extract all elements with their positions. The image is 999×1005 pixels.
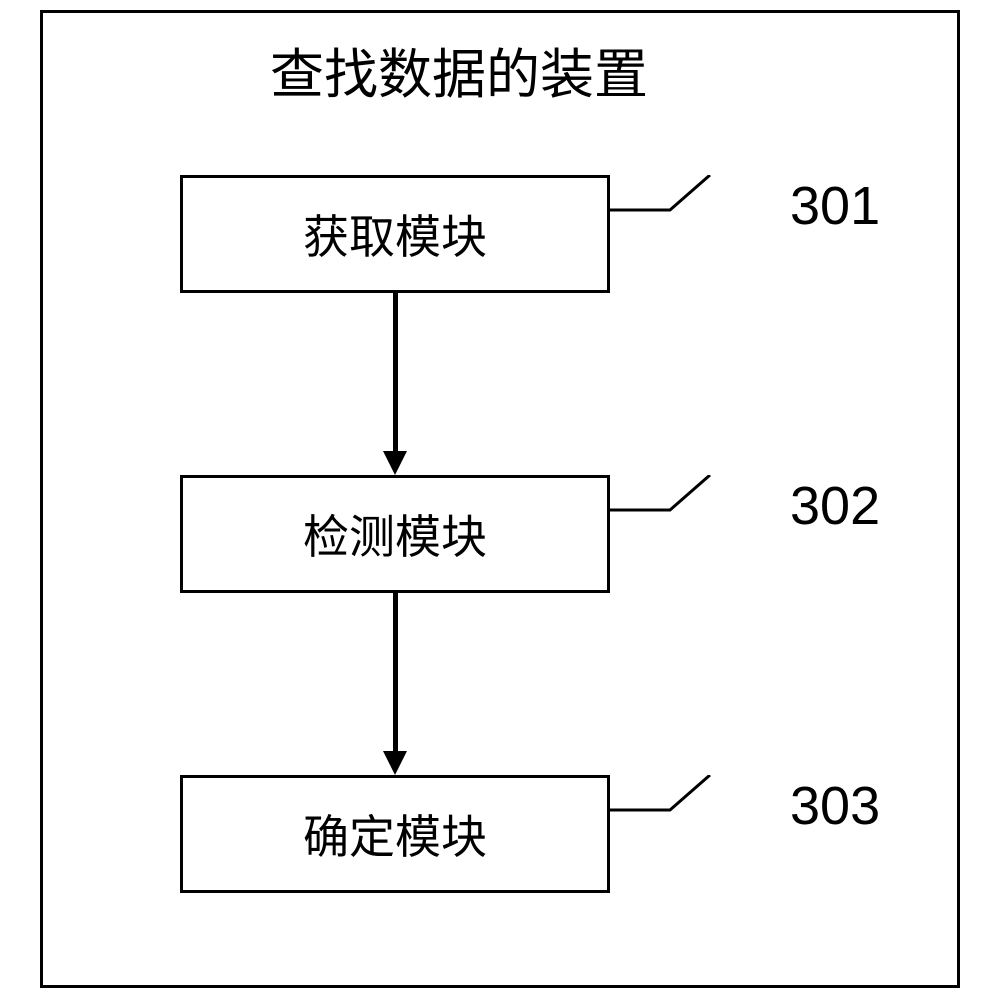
arrow-head-1 — [383, 451, 407, 475]
module-box-302: 检测模块 — [180, 475, 610, 593]
module-label-301: 获取模块 — [303, 201, 487, 267]
module-box-303: 确定模块 — [180, 775, 610, 893]
module-label-303: 确定模块 — [303, 801, 487, 867]
ref-number-302: 302 — [790, 475, 880, 537]
leader-line-303 — [610, 775, 780, 855]
ref-number-301: 301 — [790, 175, 880, 237]
arrow-head-2 — [383, 751, 407, 775]
diagram-title: 查找数据的装置 — [270, 30, 648, 109]
leader-line-302 — [610, 475, 780, 555]
arrow-line-2 — [393, 593, 398, 753]
leader-line-301 — [610, 175, 780, 255]
ref-number-303: 303 — [790, 775, 880, 837]
arrow-line-1 — [393, 293, 398, 453]
module-box-301: 获取模块 — [180, 175, 610, 293]
module-label-302: 检测模块 — [303, 501, 487, 567]
